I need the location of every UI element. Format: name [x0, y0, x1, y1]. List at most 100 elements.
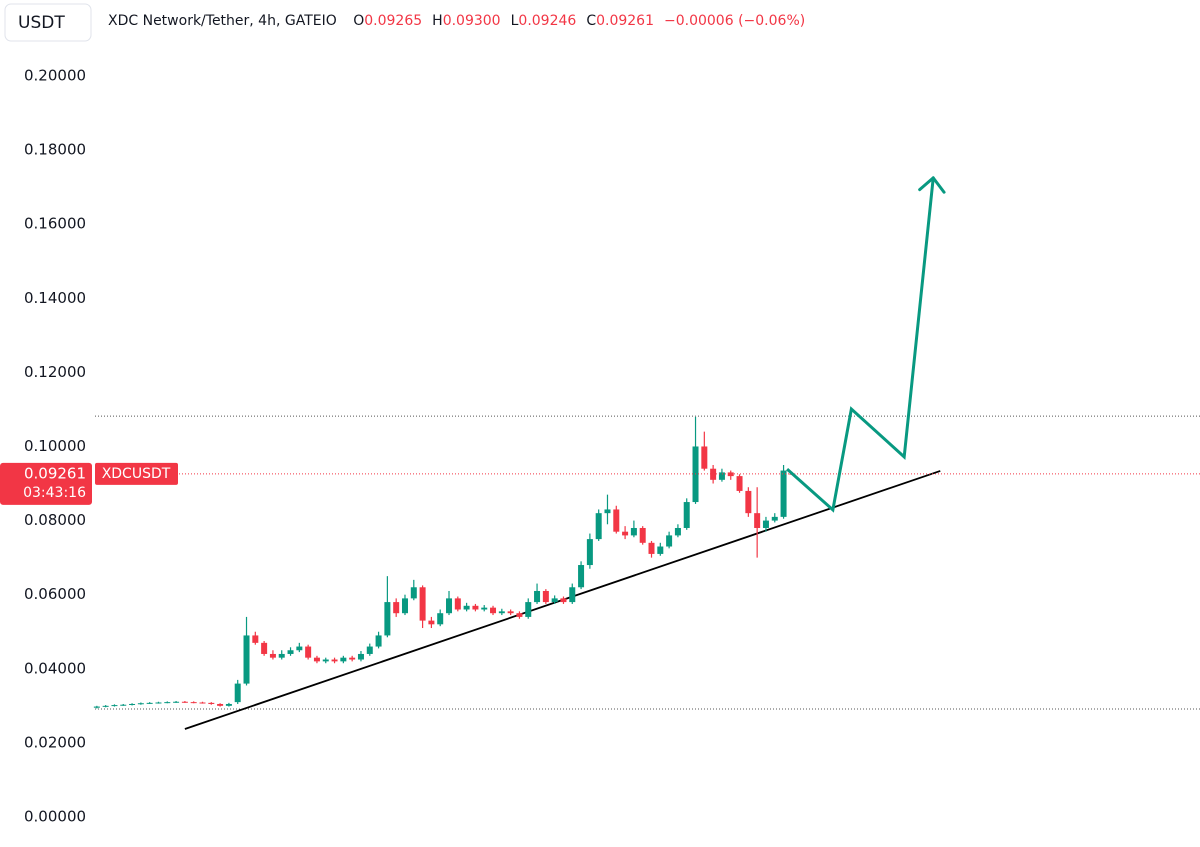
candle-body — [120, 704, 127, 706]
candle-body — [648, 542, 655, 554]
y-tick-label: 0.08000 — [24, 511, 86, 529]
ohlc-label: C — [586, 13, 596, 29]
candle-body — [93, 706, 100, 708]
candle-body — [736, 476, 743, 491]
candle-body — [578, 565, 585, 588]
symbol: XDC Network/Tether, 4h, GATEIO — [108, 13, 337, 29]
countdown: 03:43:16 — [23, 485, 86, 501]
ohlc-value: 0.09265 — [364, 13, 422, 29]
candle-body — [683, 502, 690, 528]
price-tag-value: 0.09261 — [24, 464, 86, 482]
candle-body — [745, 490, 752, 514]
candle-body — [410, 587, 417, 599]
candle-body — [322, 659, 329, 662]
candle-body — [674, 527, 681, 536]
candle-body — [137, 703, 144, 705]
candle-body — [208, 702, 215, 704]
change: −0.00006 (−0.06%) — [664, 13, 805, 29]
ohlc-value: 0.09246 — [518, 13, 576, 29]
arrowhead — [918, 176, 935, 192]
candle-body — [181, 701, 188, 703]
candle-body — [375, 635, 382, 647]
candle-body — [129, 703, 136, 705]
y-tick-label: 0.04000 — [24, 659, 86, 677]
candle-body — [111, 705, 118, 707]
arrowhead — [931, 176, 946, 194]
candle-body — [419, 587, 426, 621]
candle-body — [428, 620, 435, 625]
candle-body — [481, 607, 488, 610]
candle-body — [349, 657, 356, 660]
candle-body — [261, 642, 268, 654]
candle-body — [190, 702, 197, 704]
y-tick-label: 0.02000 — [24, 733, 86, 751]
candle-body — [164, 702, 171, 704]
y-tick-label: 0.20000 — [24, 66, 86, 84]
candle-body — [771, 516, 778, 521]
candle-body — [727, 472, 734, 477]
candle-body — [630, 527, 637, 536]
y-tick-label: 0.12000 — [24, 363, 86, 381]
candle-body — [463, 605, 470, 610]
candle-body — [252, 635, 259, 643]
candle-body — [173, 701, 180, 703]
candle-body — [146, 702, 153, 704]
candle-body — [155, 702, 162, 704]
candle-body — [305, 646, 312, 658]
legend: XDC Network/Tether, 4h, GATEIO O0.09265 H… — [108, 13, 805, 29]
candle-body — [754, 513, 761, 528]
candle-body — [454, 598, 461, 610]
candle-body — [384, 602, 391, 636]
candle-body — [234, 683, 241, 703]
y-tick-label: 0.06000 — [24, 585, 86, 603]
candle-body — [498, 611, 505, 614]
candle-body — [507, 611, 514, 614]
candle-body — [199, 702, 206, 704]
candle-body — [657, 546, 664, 554]
candle-body — [401, 598, 408, 614]
candle-body — [446, 598, 453, 614]
candle-body — [551, 598, 558, 603]
ohlc-value: 0.09300 — [443, 13, 501, 29]
candle-body — [278, 653, 285, 658]
candle-body — [516, 613, 523, 617]
candle-body — [701, 446, 708, 469]
ohlc-value: 0.09261 — [596, 13, 654, 29]
candle-body — [534, 590, 541, 603]
candle-body — [217, 703, 224, 706]
candle-body — [525, 602, 532, 617]
candle-body — [613, 509, 620, 532]
candle-body — [393, 602, 400, 614]
candle-body — [622, 531, 629, 536]
currency-box[interactable] — [4, 3, 92, 42]
candle-body — [780, 470, 787, 517]
candle-body — [243, 635, 250, 684]
candle-body — [490, 607, 497, 614]
candle-body — [762, 520, 769, 528]
candle-body — [287, 650, 294, 654]
candle-body — [269, 653, 276, 658]
candle-body — [102, 705, 109, 707]
candle-body — [225, 703, 232, 706]
currency[interactable]: USDT — [18, 13, 65, 33]
candle-body — [560, 598, 567, 603]
candle-body — [542, 590, 549, 603]
candle-body — [639, 527, 646, 543]
candle-body — [569, 587, 576, 603]
ticker-tag — [95, 462, 178, 485]
y-tick-label: 0.10000 — [24, 437, 86, 455]
candle-body — [586, 539, 593, 566]
candle-body — [666, 535, 673, 547]
price-tag — [0, 462, 92, 505]
candle-body — [437, 613, 444, 625]
y-tick-label: 0.18000 — [24, 141, 86, 159]
ohlc-label: O — [353, 13, 364, 29]
y-tick-label: 0.14000 — [24, 289, 86, 307]
ohlc-label: H — [432, 13, 443, 29]
y-tick-label: 0.00000 — [24, 807, 86, 825]
candle-body — [472, 605, 479, 610]
ticker: XDCUSDT — [102, 466, 171, 482]
candle-body — [313, 657, 320, 662]
candle-body — [331, 659, 338, 662]
